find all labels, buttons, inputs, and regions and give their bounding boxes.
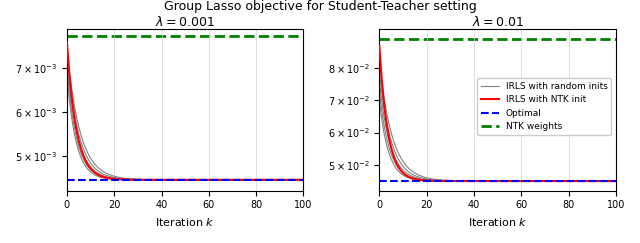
Text: Group Lasso objective for Student-Teacher setting: Group Lasso objective for Student-Teache…	[164, 0, 476, 13]
X-axis label: Iteration $k$: Iteration $k$	[156, 216, 215, 228]
Title: $\lambda = 0.01$: $\lambda = 0.01$	[472, 15, 524, 29]
Title: $\lambda = 0.001$: $\lambda = 0.001$	[156, 15, 215, 29]
X-axis label: Iteration $k$: Iteration $k$	[468, 216, 527, 228]
Legend: IRLS with random inits, IRLS with NTK init, Optimal, NTK weights: IRLS with random inits, IRLS with NTK in…	[477, 78, 611, 135]
